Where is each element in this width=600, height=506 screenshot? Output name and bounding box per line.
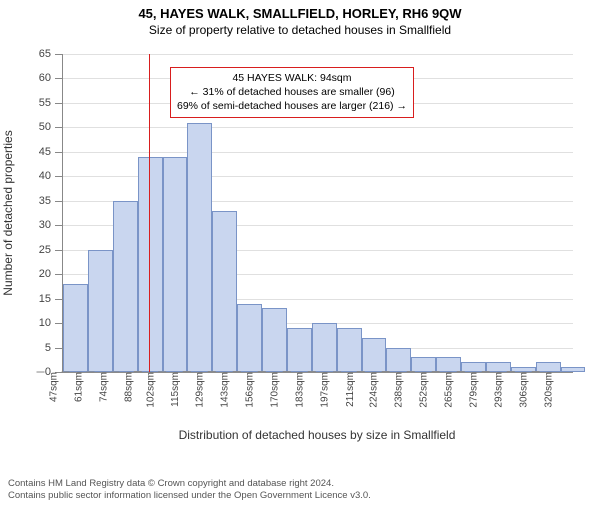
gridline-h [63, 54, 573, 55]
histogram-bar [287, 328, 312, 372]
x-tick-label: 61sqm [61, 372, 84, 402]
y-tick-label: 45 [39, 146, 63, 158]
x-tick-label: 279sqm [457, 372, 480, 408]
histogram-bar [312, 323, 337, 372]
histogram-bar [561, 367, 586, 372]
x-tick-label: 115sqm [158, 372, 181, 407]
y-tick-label: 20 [39, 268, 63, 280]
y-tick-label: 5 [45, 342, 63, 354]
annotation-box: 45 HAYES WALK: 94sqm← 31% of detached ho… [170, 67, 414, 118]
x-tick-label: 306sqm [506, 372, 529, 408]
y-tick-label: 40 [39, 170, 63, 182]
footer-line-1: Contains HM Land Registry data © Crown c… [8, 478, 371, 490]
histogram-bar [362, 338, 387, 372]
y-tick-label: 25 [39, 244, 63, 256]
x-tick-label: 183sqm [282, 372, 305, 408]
x-tick-label: 224sqm [357, 372, 380, 408]
histogram-bar [138, 157, 163, 372]
histogram-bar [163, 157, 188, 372]
y-tick-label: 15 [39, 293, 63, 305]
gridline-h [63, 127, 573, 128]
annotation-line: 69% of semi-detached houses are larger (… [177, 99, 407, 113]
x-tick-label: 143sqm [208, 372, 231, 408]
histogram-bar [113, 201, 138, 372]
histogram-bar [187, 123, 212, 373]
histogram-bar [386, 348, 411, 372]
histogram-bar [411, 357, 436, 372]
footer-line-2: Contains public sector information licen… [8, 490, 371, 502]
chart-subtitle: Size of property relative to detached ho… [0, 23, 600, 37]
y-tick-label: 50 [39, 121, 63, 133]
gridline-h [63, 152, 573, 153]
annotation-line: 45 HAYES WALK: 94sqm [177, 71, 407, 85]
footer-attribution: Contains HM Land Registry data © Crown c… [8, 478, 371, 502]
x-tick-label: 293sqm [482, 372, 505, 408]
histogram-bar [262, 308, 287, 372]
x-tick-label: 252sqm [407, 372, 430, 408]
x-tick-label: 238sqm [382, 372, 405, 408]
histogram-bar [63, 284, 88, 372]
chart-title: 45, HAYES WALK, SMALLFIELD, HORLEY, RH6 … [0, 6, 600, 21]
x-tick-label: 170sqm [258, 372, 281, 408]
x-tick-label: 320sqm [531, 372, 554, 408]
histogram-bar [212, 211, 237, 372]
x-tick-label: 129sqm [183, 372, 206, 408]
histogram-bar [237, 304, 262, 372]
histogram-bar [88, 250, 113, 372]
y-tick-label: 65 [39, 48, 63, 60]
plot-area: 0510152025303540455055606547sqm61sqm74sq… [62, 54, 573, 373]
x-tick-label: 102sqm [133, 372, 156, 408]
x-tick-label: 197sqm [307, 372, 330, 408]
x-tick-label: 211sqm [333, 372, 356, 407]
histogram-bar [337, 328, 362, 372]
histogram-bar [436, 357, 461, 372]
chart-area: 0510152025303540455055606547sqm61sqm74sq… [0, 46, 600, 446]
y-tick-label: 30 [39, 219, 63, 231]
reference-line [149, 54, 150, 372]
y-tick-label: 35 [39, 195, 63, 207]
x-tick-label: 74sqm [86, 372, 109, 402]
x-tick-label: 47sqm [36, 372, 59, 402]
annotation-line: ← 31% of detached houses are smaller (96… [177, 85, 407, 99]
y-tick-label: 60 [39, 72, 63, 84]
y-axis-label: Number of detached properties [1, 130, 15, 295]
x-tick-label: 88sqm [111, 372, 134, 402]
x-axis-label: Distribution of detached houses by size … [62, 428, 572, 442]
x-tick-label: 156sqm [233, 372, 256, 408]
y-tick-label: 55 [39, 97, 63, 109]
y-tick-label: 10 [39, 317, 63, 329]
x-tick-label: 265sqm [432, 372, 455, 408]
